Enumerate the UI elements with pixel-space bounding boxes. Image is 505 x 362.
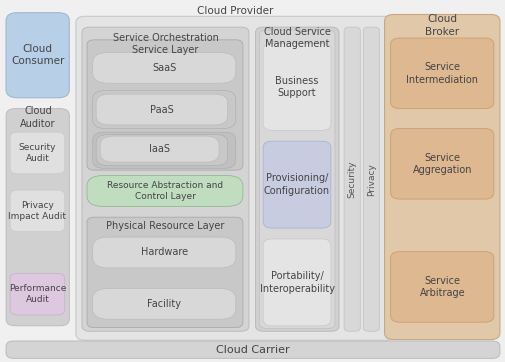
FancyBboxPatch shape	[263, 239, 330, 326]
FancyBboxPatch shape	[92, 90, 235, 129]
Text: Service Orchestration: Service Orchestration	[112, 33, 218, 43]
Text: Privacy
Impact Audit: Privacy Impact Audit	[9, 201, 66, 221]
FancyBboxPatch shape	[87, 40, 242, 170]
FancyBboxPatch shape	[6, 13, 69, 98]
FancyBboxPatch shape	[390, 38, 493, 109]
Text: Cloud
Broker: Cloud Broker	[424, 14, 459, 37]
FancyBboxPatch shape	[92, 52, 235, 83]
Text: Facility: Facility	[147, 299, 181, 309]
FancyBboxPatch shape	[92, 132, 235, 168]
Text: Business
Support: Business Support	[275, 76, 318, 98]
Text: Cloud Provider: Cloud Provider	[197, 6, 273, 16]
FancyBboxPatch shape	[384, 14, 499, 340]
FancyBboxPatch shape	[390, 129, 493, 199]
Text: Privacy: Privacy	[366, 163, 375, 195]
Text: Cloud Carrier: Cloud Carrier	[216, 345, 289, 355]
FancyBboxPatch shape	[92, 237, 235, 268]
FancyBboxPatch shape	[76, 16, 394, 340]
FancyBboxPatch shape	[263, 141, 330, 228]
Text: Cloud
Auditor: Cloud Auditor	[20, 106, 56, 129]
Text: Service Layer: Service Layer	[132, 45, 198, 55]
FancyBboxPatch shape	[390, 252, 493, 322]
FancyBboxPatch shape	[263, 43, 330, 130]
Text: Hardware: Hardware	[140, 248, 187, 257]
Text: Physical Resource Layer: Physical Resource Layer	[106, 221, 224, 231]
Text: Cloud
Consumer: Cloud Consumer	[11, 44, 64, 66]
Text: Security: Security	[347, 160, 356, 198]
FancyBboxPatch shape	[255, 27, 338, 331]
FancyBboxPatch shape	[343, 27, 360, 331]
Text: Service
Aggregation: Service Aggregation	[412, 153, 471, 175]
Text: Provisioning/
Configuration: Provisioning/ Configuration	[264, 173, 329, 196]
FancyBboxPatch shape	[87, 176, 242, 206]
Text: Security
Audit: Security Audit	[19, 143, 56, 163]
FancyBboxPatch shape	[10, 273, 65, 315]
Text: IaaS: IaaS	[149, 144, 170, 154]
Text: Cloud Service
Management: Cloud Service Management	[263, 27, 330, 49]
Text: Portability/
Interoperability: Portability/ Interoperability	[259, 271, 334, 294]
Text: Performance
Audit: Performance Audit	[9, 284, 66, 304]
FancyBboxPatch shape	[10, 190, 65, 232]
Text: Service
Intermediation: Service Intermediation	[406, 62, 477, 84]
FancyBboxPatch shape	[87, 217, 242, 328]
FancyBboxPatch shape	[82, 27, 248, 331]
FancyBboxPatch shape	[6, 341, 499, 358]
FancyBboxPatch shape	[259, 30, 334, 328]
Text: SaaS: SaaS	[152, 63, 176, 73]
FancyBboxPatch shape	[6, 109, 69, 326]
Text: Resource Abstraction and
Control Layer: Resource Abstraction and Control Layer	[107, 181, 223, 201]
Text: Service
Arbitrage: Service Arbitrage	[419, 276, 464, 298]
FancyBboxPatch shape	[100, 136, 219, 162]
FancyBboxPatch shape	[92, 289, 235, 319]
FancyBboxPatch shape	[10, 132, 65, 174]
FancyBboxPatch shape	[96, 135, 227, 165]
FancyBboxPatch shape	[96, 94, 227, 125]
FancyBboxPatch shape	[363, 27, 379, 331]
Text: PaaS: PaaS	[150, 105, 173, 114]
